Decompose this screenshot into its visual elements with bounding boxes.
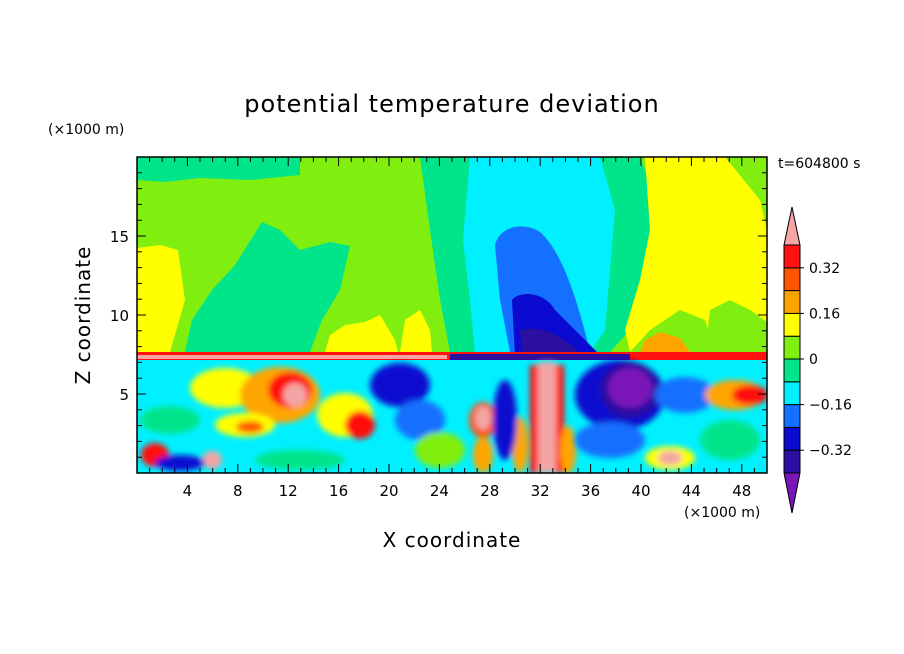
y-axis-ticks: 5 10 15 [110, 172, 767, 458]
x-axis-ticks: 4 8 12 16 20 24 28 32 36 40 44 48 [149, 157, 755, 500]
x-tick-label: 36 [581, 482, 600, 500]
colorbar-label: 0 [809, 352, 818, 368]
x-tick-label: 24 [430, 482, 449, 500]
colorbar-box [783, 290, 801, 314]
colorbar-label: −0.16 [809, 398, 852, 414]
colorbar-extend-low [783, 472, 801, 514]
colorbar-box [783, 335, 801, 360]
colorbar-extend-high [783, 206, 801, 246]
colorbar-box [783, 267, 801, 292]
colorbar-box [783, 312, 801, 337]
field-inversion-navy [450, 354, 630, 360]
x-tick-label: 16 [329, 482, 348, 500]
y-tick-label: 15 [110, 228, 129, 246]
colorbar-label: −0.32 [809, 443, 852, 459]
y-unit-label: (×1000 m) [48, 122, 124, 138]
colorbar-label: 0.32 [809, 261, 840, 277]
x-tick-label: 40 [631, 482, 650, 500]
field-green-right [705, 300, 767, 352]
field-inversion-pink [137, 355, 447, 359]
y-tick-label: 5 [119, 386, 129, 404]
field-navy-column [520, 328, 580, 356]
x-tick-label: 32 [531, 482, 550, 500]
x-axis-label: X coordinate [383, 528, 522, 552]
field-lower-right-cold [575, 360, 767, 470]
x-tick-label: 12 [279, 482, 298, 500]
time-label: t=604800 s [778, 156, 860, 172]
colorbar-box [783, 426, 801, 451]
field-green-left [185, 222, 350, 352]
x-tick-label: 28 [480, 482, 499, 500]
field-orange-right [640, 332, 690, 352]
field-lower-left-turbulence [140, 363, 465, 471]
chart-title: potential temperature deviation [244, 90, 659, 118]
colorbar-box [783, 244, 801, 269]
field-green-upper [137, 157, 300, 182]
colorbar-box [783, 449, 801, 474]
colorbar-box [783, 404, 801, 428]
x-tick-label: 48 [732, 482, 751, 500]
y-axis-label: Z coordinate [71, 246, 95, 385]
colorbar-label: 0.16 [809, 306, 840, 322]
x-unit-label: (×1000 m) [684, 505, 760, 521]
contour-field [137, 157, 767, 473]
colorbar: −0.32 −0.16 0 0.16 0.32 [783, 206, 852, 514]
x-tick-label: 4 [183, 482, 193, 500]
y-tick-label: 10 [110, 307, 129, 325]
x-tick-label: 8 [233, 482, 243, 500]
field-yellow-mid2 [400, 310, 432, 352]
x-tick-label: 20 [379, 482, 398, 500]
x-tick-label: 44 [682, 482, 701, 500]
field-yellow-mid [325, 315, 398, 352]
field-lower-center-plume [469, 362, 576, 473]
colorbar-box [783, 381, 801, 406]
field-yellow-left [137, 245, 185, 352]
colorbar-box [783, 358, 801, 383]
